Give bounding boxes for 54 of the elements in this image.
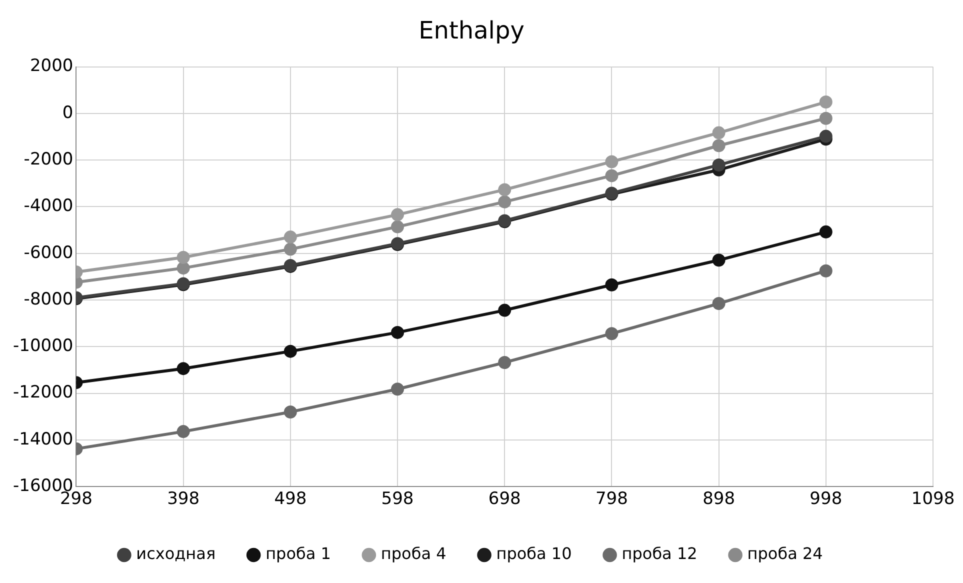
- point: [498, 304, 512, 317]
- x-tick-label: 798: [595, 489, 628, 510]
- point: [284, 405, 297, 418]
- point: [819, 130, 832, 143]
- point: [712, 126, 726, 140]
- y-tick-label: -2000: [24, 150, 74, 170]
- x-tick-label: 698: [488, 489, 521, 510]
- point: [176, 362, 190, 376]
- point: [176, 250, 190, 264]
- legend-label: проба 10: [496, 544, 572, 564]
- x-tick-label: 1098: [911, 489, 955, 510]
- legend-label: исходная: [136, 544, 216, 564]
- point: [284, 242, 297, 256]
- point: [819, 225, 832, 238]
- point: [605, 169, 618, 182]
- point: [712, 139, 726, 152]
- point: [712, 158, 726, 172]
- x-tick-label: 498: [274, 489, 307, 510]
- legend-label: проба 4: [380, 544, 446, 564]
- y-tick-label: -8000: [24, 289, 74, 310]
- point: [391, 326, 404, 339]
- x-tick-label: 398: [167, 489, 200, 510]
- point: [819, 264, 832, 278]
- y-tick-label: 2000: [30, 56, 74, 76]
- legend-label: проба 1: [266, 544, 331, 564]
- legend-label: проба 12: [622, 544, 698, 564]
- point: [176, 262, 190, 275]
- point: [605, 327, 618, 340]
- x-tick-label: 998: [810, 489, 842, 510]
- point: [712, 254, 726, 267]
- point: [605, 155, 618, 168]
- x-tick-label: 898: [702, 489, 736, 510]
- point: [498, 183, 512, 196]
- x-tick-label: 598: [381, 489, 414, 510]
- point: [391, 220, 404, 234]
- chart-title: Enthalpy: [418, 16, 524, 45]
- point: [391, 382, 404, 396]
- point: [605, 278, 618, 292]
- point: [391, 208, 404, 222]
- y-tick-label: -14000: [12, 429, 74, 450]
- legend-label: проба 24: [747, 544, 823, 564]
- y-tick-label: 0: [62, 102, 74, 123]
- point: [819, 96, 832, 109]
- point: [498, 195, 512, 208]
- point: [176, 425, 190, 438]
- point: [712, 297, 726, 310]
- y-tick-label: -6000: [24, 242, 74, 263]
- y-tick-label: -10000: [12, 336, 74, 356]
- point: [284, 230, 297, 244]
- y-tick-label: -12000: [12, 382, 74, 403]
- point: [284, 344, 297, 358]
- y-tick-label: -4000: [24, 196, 74, 216]
- point: [819, 112, 832, 125]
- point: [498, 356, 512, 370]
